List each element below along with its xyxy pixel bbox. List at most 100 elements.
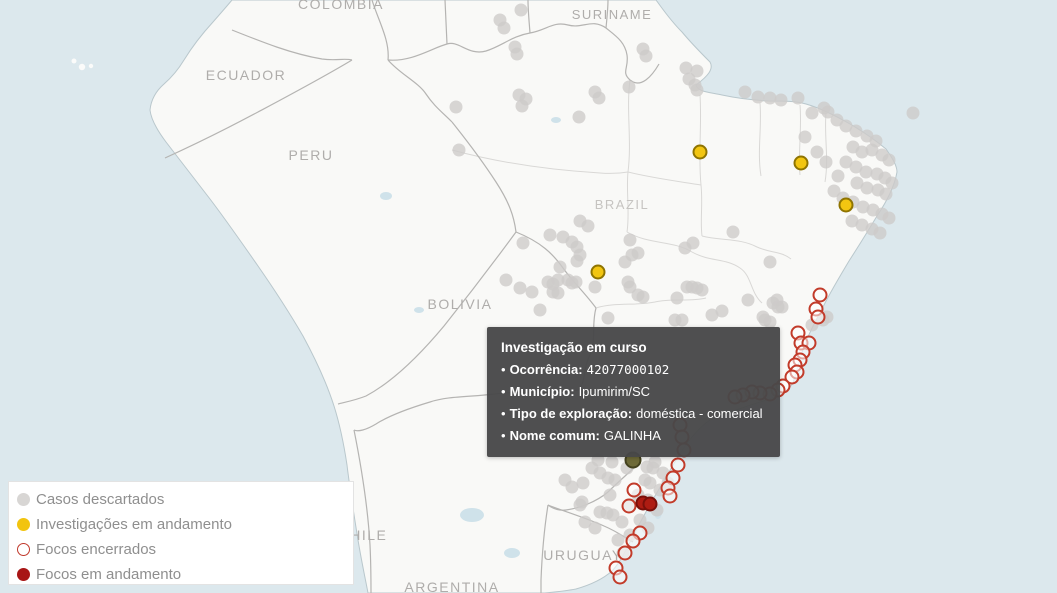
case-marker-discarded[interactable] [860,181,874,195]
case-marker-discarded[interactable] [578,515,592,529]
case-marker-discarded[interactable] [608,473,622,487]
case-marker-discarded[interactable] [639,49,653,63]
case-marker-discarded[interactable] [515,99,529,113]
case-marker-discarded[interactable] [452,143,466,157]
case-marker-discarded[interactable] [690,83,704,97]
case-marker-discarded[interactable] [839,119,853,133]
case-marker-discarded[interactable] [611,533,625,547]
legend-item-focos-encerrados[interactable]: Focos encerrados [17,537,353,562]
case-marker-discarded[interactable] [558,473,572,487]
case-marker-closed-foci[interactable] [810,309,826,325]
case-marker-discarded[interactable] [855,145,869,159]
case-marker-discarded[interactable] [849,160,863,174]
case-marker-discarded[interactable] [831,169,845,183]
case-marker-discarded[interactable] [449,100,463,114]
case-marker-discarded[interactable] [850,176,864,190]
case-marker-discarded[interactable] [605,455,619,469]
case-marker-discarded[interactable] [849,124,863,138]
case-marker-closed-foci[interactable] [625,533,641,549]
case-marker-discarded[interactable] [510,47,524,61]
legend-item-investigacoes-em-andamento[interactable]: Investigações em andamento [17,512,353,537]
case-marker-discarded[interactable] [533,303,547,317]
case-marker-discarded[interactable] [791,91,805,105]
case-marker-discarded[interactable] [715,304,729,318]
case-marker-discarded[interactable] [751,90,765,104]
case-marker-discarded[interactable] [839,155,853,169]
case-marker-discarded[interactable] [592,91,606,105]
case-marker-discarded[interactable] [588,280,602,294]
case-marker-discarded[interactable] [819,155,833,169]
case-marker-discarded[interactable] [615,515,629,529]
case-marker-discarded[interactable] [738,85,752,99]
case-marker-discarded[interactable] [805,106,819,120]
case-marker-discarded[interactable] [581,219,595,233]
case-marker-discarded[interactable] [670,291,684,305]
case-marker-closed-foci[interactable] [662,488,678,504]
case-marker-investigations[interactable] [692,144,708,160]
case-marker-discarded[interactable] [705,308,719,322]
case-marker-discarded[interactable] [873,226,887,240]
case-marker-discarded[interactable] [636,290,650,304]
case-marker-discarded[interactable] [633,513,647,527]
legend-item-casos-descartados[interactable]: Casos descartados [17,487,353,512]
case-marker-closed-foci[interactable] [626,482,642,498]
case-marker-closed-foci[interactable] [612,569,628,585]
case-marker-discarded[interactable] [845,214,859,228]
case-marker-discarded[interactable] [569,275,583,289]
case-marker-discarded[interactable] [763,255,777,269]
case-marker-discarded[interactable] [601,311,615,325]
case-marker-discarded[interactable] [885,176,899,190]
case-marker-discarded[interactable] [551,273,565,287]
case-marker-active-foci[interactable] [642,496,658,512]
case-marker-discarded[interactable] [525,285,539,299]
case-marker-discarded[interactable] [570,254,584,268]
case-marker-discarded[interactable] [810,145,824,159]
case-marker-discarded[interactable] [763,315,777,329]
case-marker-investigations[interactable] [793,155,809,171]
case-marker-discarded[interactable] [622,80,636,94]
case-marker-discarded[interactable] [573,498,587,512]
case-marker-discarded[interactable] [553,260,567,274]
case-marker-discarded[interactable] [865,143,879,157]
case-marker-discarded[interactable] [741,293,755,307]
case-marker-discarded[interactable] [855,218,869,232]
case-marker-investigations[interactable] [838,197,854,213]
case-marker-closed-foci[interactable] [617,545,633,561]
case-marker-discarded[interactable] [798,130,812,144]
case-marker-closed-foci[interactable] [621,498,637,514]
case-marker-discarded[interactable] [882,211,896,225]
case-marker-discarded[interactable] [543,228,557,242]
tooltip-row-nome-comum: • Nome comum: GALINHA [501,428,661,443]
case-marker-discarded[interactable] [675,313,689,327]
case-marker-discarded[interactable] [588,521,602,535]
case-marker-discarded[interactable] [497,21,511,35]
case-marker-discarded[interactable] [774,93,788,107]
case-marker-discarded[interactable] [906,106,920,120]
case-marker-discarded[interactable] [516,236,530,250]
case-marker-discarded[interactable] [572,110,586,124]
case-marker-discarded[interactable] [648,455,662,469]
case-marker-discarded[interactable] [882,153,896,167]
case-marker-discarded[interactable] [603,488,617,502]
case-marker-discarded[interactable] [623,233,637,247]
case-marker-discarded[interactable] [856,200,870,214]
case-marker-discarded[interactable] [859,165,873,179]
case-marker-discarded[interactable] [879,187,893,201]
case-marker-closed-foci[interactable] [812,287,828,303]
case-marker-discarded[interactable] [695,283,709,297]
case-marker-discarded[interactable] [499,273,513,287]
case-marker-discarded[interactable] [679,61,693,75]
case-marker-discarded[interactable] [775,300,789,314]
case-marker-investigations[interactable] [590,264,606,280]
case-marker-discarded[interactable] [827,184,841,198]
case-marker-discarded[interactable] [576,476,590,490]
case-marker-discarded[interactable] [643,476,657,490]
case-marker-discarded[interactable] [726,225,740,239]
case-marker-discarded[interactable] [513,281,527,295]
case-marker-discarded[interactable] [551,286,565,300]
case-marker-discarded[interactable] [678,241,692,255]
legend-item-focos-em-andamento[interactable]: Focos em andamento [17,562,353,587]
case-marker-discarded[interactable] [763,91,777,105]
case-marker-discarded[interactable] [618,255,632,269]
case-marker-discarded[interactable] [514,3,528,17]
